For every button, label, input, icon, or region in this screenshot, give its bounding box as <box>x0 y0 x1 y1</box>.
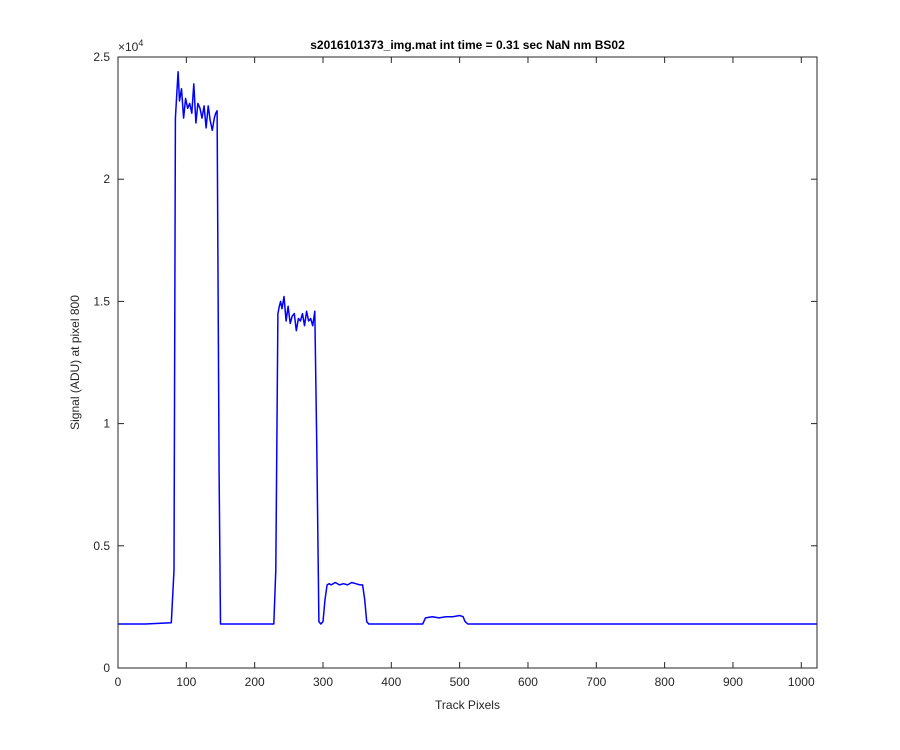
x-tick-label: 600 <box>518 675 538 689</box>
y-exponent-power: 4 <box>138 38 143 48</box>
y-tick-label: 1.5 <box>93 294 110 308</box>
x-tick-label: 200 <box>245 675 265 689</box>
x-tick-label: 100 <box>176 675 196 689</box>
x-tick-label: 500 <box>450 675 470 689</box>
y-tick-label: 1 <box>103 417 110 431</box>
x-tick-label: 900 <box>723 675 743 689</box>
plot-area <box>118 57 817 668</box>
x-tick-label: 1000 <box>788 675 815 689</box>
x-tick-label: 400 <box>381 675 401 689</box>
x-tick-label: 0 <box>115 675 122 689</box>
x-tick-label: 800 <box>655 675 675 689</box>
x-axis-ticks: 0 100 200 300 400 500 600 700 800 900 1000 <box>115 57 815 689</box>
y-axis-label: Signal (ADU) at pixel 800 <box>68 295 82 430</box>
y-tick-label: 2 <box>103 172 110 186</box>
y-exponent-base: ×10 <box>118 40 139 54</box>
x-tick-label: 700 <box>586 675 606 689</box>
y-tick-label: 0.5 <box>93 539 110 553</box>
chart-title: s2016101373_img.mat int time = 0.31 sec … <box>310 38 625 52</box>
series-layer <box>118 70 817 625</box>
y-tick-label: 0 <box>103 661 110 675</box>
y-axis-ticks: 0 0.5 1 1.5 2 2.5 <box>93 50 817 675</box>
y-axis-exponent: ×104 <box>118 38 143 54</box>
x-axis-label: Track Pixels <box>435 698 500 712</box>
axes-box <box>117 56 818 669</box>
x-tick-label: 300 <box>313 675 333 689</box>
series-line <box>118 70 817 625</box>
y-tick-label: 2.5 <box>93 50 110 64</box>
